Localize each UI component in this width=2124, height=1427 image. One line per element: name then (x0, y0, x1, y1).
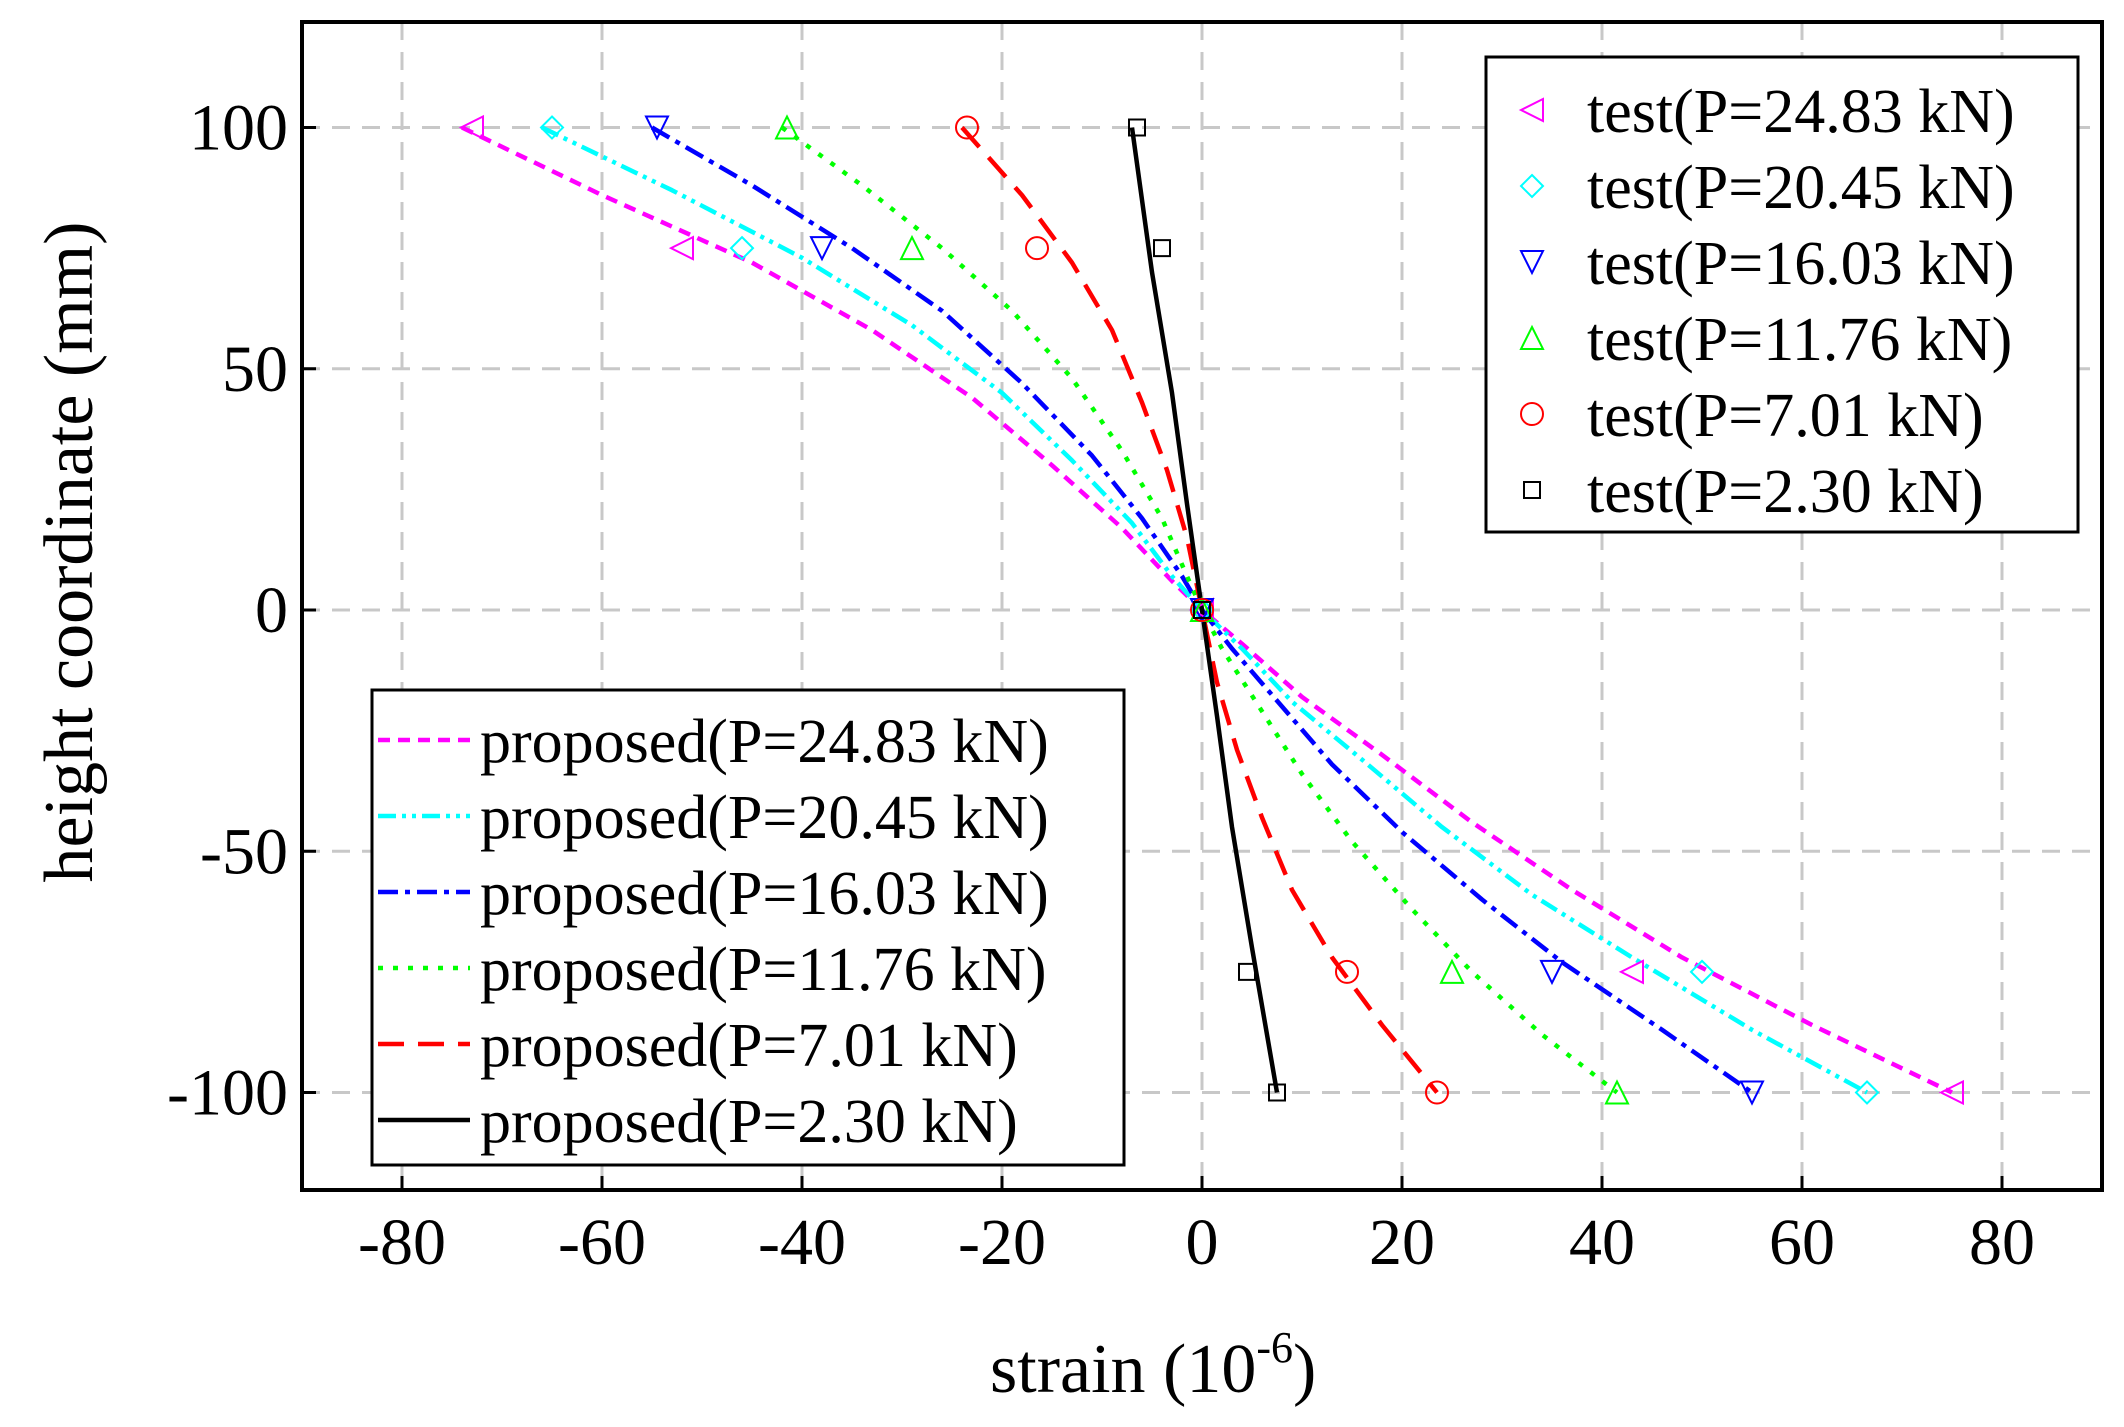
x-tick-label: -40 (758, 1206, 846, 1279)
point-test-p-11-76-kn (899, 234, 925, 261)
x-axis-label-main: strain (10 (990, 1331, 1256, 1408)
legend-label-proposed-p-11-76-kn: proposed(P=11.76 kN) (480, 936, 1047, 1004)
point-test-p-24-83-kn (1938, 1079, 1964, 1106)
legend-marker-test-p-2-30-kn (1523, 481, 1541, 499)
axis-ticks: -80 -60 -40 -20 0 20 40 60 80 100 50 0 -50 -100 (167, 92, 2035, 1280)
y-tick-label: 50 (222, 333, 288, 406)
legend-marker-test-p-20-45-kn (1519, 173, 1545, 199)
x-tick-label: -80 (358, 1206, 446, 1279)
point-test-p-16-03-kn (644, 115, 670, 141)
point-test-p-20-45-kn (539, 115, 565, 140)
point-test-p-2-30-kn (1268, 1083, 1286, 1102)
point-test-p-24-83-kn (458, 114, 484, 141)
point-test-p-20-45-kn (729, 235, 755, 261)
x-axis-label-exponent: -6 (1256, 1323, 1293, 1372)
point-test-p-16-03-kn (1539, 959, 1565, 986)
y-tick-label: -100 (167, 1057, 288, 1130)
line-proposed-p-7-01-kn (960, 126, 1439, 1094)
x-tick-label: 80 (1969, 1206, 2035, 1279)
legend-label-proposed-p-2-30-kn: proposed(P=2.30 kN) (480, 1088, 1018, 1156)
legend-label-proposed-p-24-83-kn: proposed(P=24.83 kN) (480, 708, 1049, 776)
line-proposed-p-2-30-kn (1129, 127, 1280, 1093)
point-test-p-2-30-kn (1238, 962, 1256, 981)
point-test-p-7-01-kn (955, 115, 979, 140)
point-test-p-7-01-kn (1190, 598, 1214, 622)
x-tick-label: 0 (1186, 1206, 1219, 1279)
y-axis-label: height coordinate (mm) (31, 222, 108, 883)
legend-label-test-p-2-30-kn: test(P=2.30 kN) (1587, 458, 1984, 526)
point-test-p-2-30-kn (1153, 239, 1171, 258)
y-tick-label: -50 (200, 815, 288, 888)
legend-label-test-p-20-45-kn: test(P=20.45 kN) (1587, 154, 2015, 222)
point-test-p-24-83-kn (668, 235, 694, 261)
x-tick-label: 20 (1369, 1206, 1435, 1279)
point-test-p-7-01-kn (1025, 236, 1049, 261)
legend-marker-test-p-16-03-kn (1519, 250, 1545, 276)
point-test-p-7-01-kn (1335, 959, 1359, 984)
point-test-p-16-03-kn (809, 236, 835, 262)
point-test-p-20-45-kn (1689, 959, 1715, 985)
x-tick-label: -60 (558, 1206, 646, 1279)
point-test-p-7-01-kn (1425, 1080, 1449, 1105)
legend-label-test-p-24-83-kn: test(P=24.83 kN) (1587, 78, 2015, 146)
y-tick-label: 100 (189, 92, 288, 165)
point-test-p-11-76-kn (1604, 1079, 1630, 1105)
proposed-legend: proposed(P=24.83 kN) proposed(P=20.45 kN)… (370, 688, 1126, 1167)
point-test-p-11-76-kn (1439, 958, 1465, 984)
x-tick-label: 60 (1769, 1206, 1835, 1279)
test-legend: test(P=24.83 kN) test(P=20.45 kN) test(P=1… (1484, 55, 2080, 534)
point-test-p-16-03-kn (1739, 1080, 1765, 1106)
x-tick-label: 40 (1569, 1206, 1635, 1279)
legend-label-test-p-7-01-kn: test(P=7.01 kN) (1587, 382, 1984, 450)
legend-marker-test-p-24-83-kn (1518, 97, 1544, 123)
legend-label-proposed-p-20-45-kn: proposed(P=20.45 kN) (480, 784, 1049, 852)
point-test-p-2-30-kn (1193, 601, 1211, 619)
legend-label-proposed-p-7-01-kn: proposed(P=7.01 kN) (480, 1012, 1018, 1080)
x-axis-label: strain (10-6) (990, 1323, 1316, 1408)
legend-label-test-p-16-03-kn: test(P=16.03 kN) (1587, 230, 2015, 298)
legend-marker-test-p-11-76-kn (1519, 324, 1545, 350)
legend-marker-test-p-7-01-kn (1520, 402, 1544, 426)
x-tick-label: -20 (958, 1206, 1046, 1279)
x-axis-label-close: ) (1293, 1331, 1316, 1408)
point-test-p-2-30-kn (1128, 118, 1146, 137)
point-test-p-24-83-kn (1618, 959, 1644, 985)
legend-label-test-p-11-76-kn: test(P=11.76 kN) (1587, 306, 2012, 374)
legend-label-proposed-p-16-03-kn: proposed(P=16.03 kN) (480, 860, 1049, 928)
plot-series (458, 114, 1964, 1106)
point-test-p-11-76-kn (774, 114, 800, 140)
test-legend-box (1484, 55, 2080, 534)
y-tick-label: 0 (255, 574, 288, 647)
point-test-p-20-45-kn (1854, 1080, 1880, 1105)
proposed-legend-box (370, 688, 1126, 1167)
